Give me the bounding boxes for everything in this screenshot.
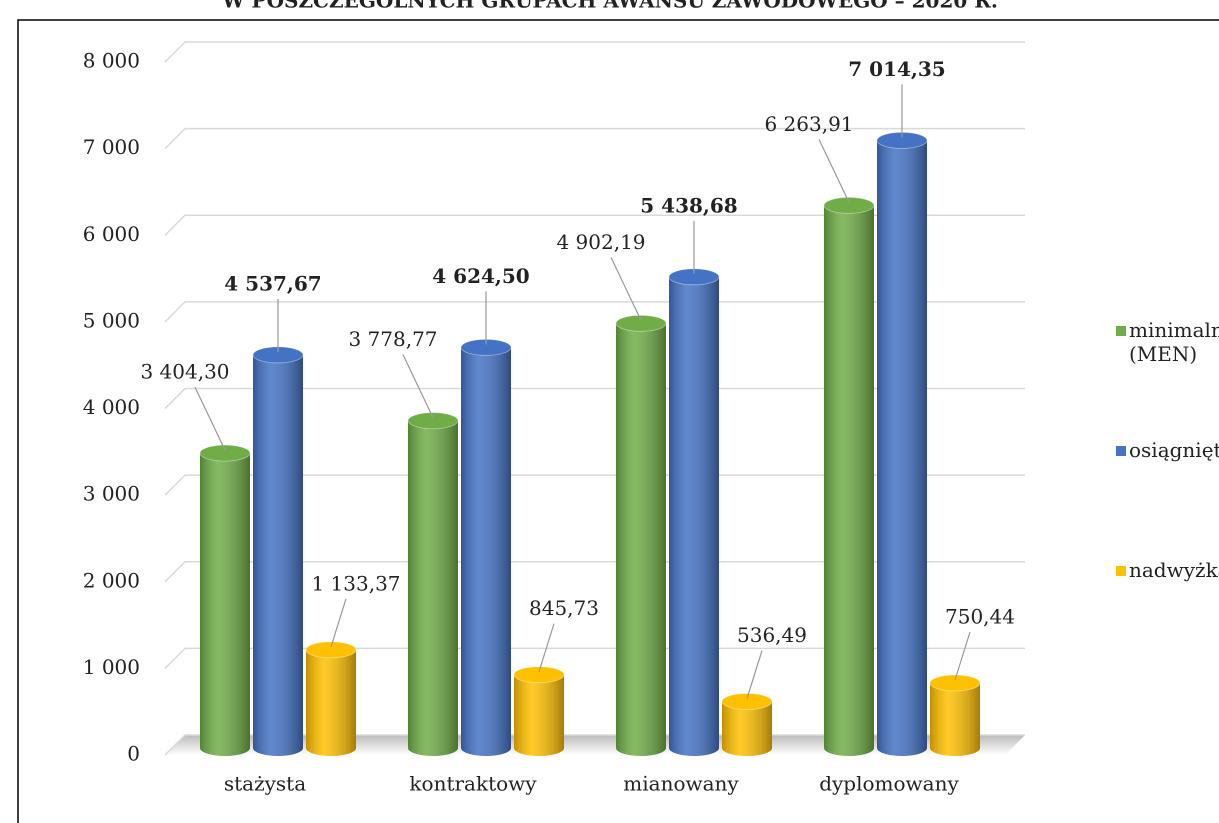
y-tick-label: 8 000 <box>83 49 140 73</box>
bar <box>513 666 565 756</box>
bar <box>615 314 667 756</box>
bar-shade <box>616 323 666 756</box>
data-label: 4 624,50 <box>432 264 529 288</box>
data-label: 5 438,68 <box>640 193 737 217</box>
bar-shade <box>930 682 980 756</box>
bar-top <box>615 314 667 332</box>
bar <box>823 196 875 756</box>
grid-line <box>164 127 1025 150</box>
data-label: 750,44 <box>945 604 1015 628</box>
data-label: 536,49 <box>737 623 807 647</box>
data-label: 3 404,30 <box>140 360 229 384</box>
legend-item: osiągnięte <box>1116 438 1219 558</box>
leader-line <box>954 631 971 681</box>
bar <box>199 444 251 756</box>
chart-title: W POSZCZEGÓLNYCH GRUPACH AWANSU ZAWODOWE… <box>221 0 998 13</box>
bar <box>668 268 720 756</box>
leader-line <box>818 139 850 203</box>
leader-line <box>746 650 763 699</box>
data-label: 845,73 <box>529 596 599 620</box>
frame <box>17 19 1219 823</box>
bar <box>929 674 981 756</box>
legend: minimalne (MEN) osiągnięte nadwyżka <box>1116 318 1219 678</box>
legend-swatch <box>1116 326 1126 336</box>
bar-shade <box>669 276 719 756</box>
y-tick-label: 6 000 <box>83 222 140 246</box>
grid-line <box>164 301 1025 323</box>
bar-top <box>407 412 459 430</box>
legend-swatch <box>1116 446 1126 456</box>
data-label: 1 133,37 <box>311 571 400 595</box>
bar-shade <box>722 701 772 756</box>
leader-line <box>538 623 555 672</box>
legend-label: nadwyżka <box>1129 558 1219 582</box>
data-label: 4 902,19 <box>556 230 645 254</box>
bar-top <box>305 641 357 659</box>
grid-line <box>164 474 1025 496</box>
bar-shade <box>200 453 250 756</box>
leader-line <box>402 354 434 418</box>
x-tick-label: kontraktowy <box>409 772 537 796</box>
bar <box>407 412 459 756</box>
bar-shade <box>253 354 303 756</box>
data-label: 6 263,91 <box>764 112 853 136</box>
legend-swatch <box>1116 566 1126 576</box>
floor <box>165 735 1025 755</box>
x-tick-label: mianowany <box>623 772 739 796</box>
y-tick-label: 0 <box>127 742 140 766</box>
bar-top <box>929 674 981 692</box>
bar-shade <box>877 140 927 756</box>
bar-shade <box>306 649 356 756</box>
bar <box>252 346 304 756</box>
data-label: 3 778,77 <box>348 327 437 351</box>
bar-top <box>823 196 875 214</box>
leader-line <box>330 598 347 648</box>
bar <box>305 641 357 756</box>
grid-line <box>164 387 1025 410</box>
y-tick-label: 3 000 <box>83 482 140 506</box>
bar-top <box>199 444 251 462</box>
legend-item: minimalne (MEN) <box>1116 318 1219 438</box>
data-label: 7 014,35 <box>848 57 945 81</box>
leader-line <box>194 386 226 451</box>
bar-top <box>513 666 565 684</box>
bar-top <box>721 693 773 711</box>
y-tick-label: 7 000 <box>83 135 140 159</box>
bar <box>721 693 773 756</box>
x-tick-label: stażysta <box>224 772 306 796</box>
grid-line <box>164 561 1025 583</box>
bar <box>876 131 928 756</box>
grid-line <box>164 647 1025 669</box>
bar-shade <box>461 347 511 756</box>
bar <box>460 338 512 756</box>
grid-line <box>164 41 1025 63</box>
y-tick-label: 4 000 <box>83 395 140 419</box>
bar-shade <box>408 420 458 756</box>
y-tick-label: 2 000 <box>83 568 140 592</box>
y-tick-label: 1 000 <box>83 655 140 679</box>
y-tick-label: 5 000 <box>83 308 140 332</box>
legend-label: osiągnięte <box>1129 438 1219 462</box>
leader-line <box>610 257 642 321</box>
x-tick-label: dyplomowany <box>819 772 959 796</box>
bar-shade <box>824 205 874 756</box>
bar-shade <box>514 674 564 756</box>
grid-line <box>164 214 1025 236</box>
legend-label: minimalne (MEN) <box>1129 318 1219 366</box>
legend-item: nadwyżka <box>1116 558 1219 678</box>
data-label: 4 537,67 <box>224 271 321 295</box>
